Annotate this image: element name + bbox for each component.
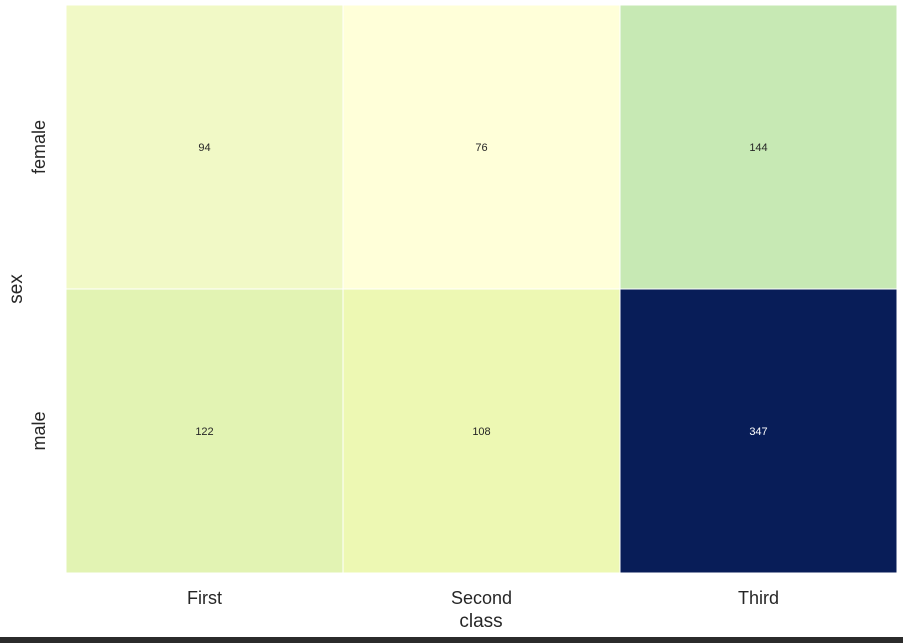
x-tick-labels: First Second Third — [187, 588, 779, 608]
y-tick-label-female: female — [29, 120, 49, 174]
heatmap-cell-male-Third — [619, 288, 898, 574]
heatmap-cells — [65, 4, 898, 574]
window-bottom-edge — [0, 637, 903, 643]
heatmap-cell-male-First — [65, 288, 344, 574]
y-tick-label-male: male — [29, 411, 49, 450]
heatmap-cell-male-Second — [342, 288, 621, 574]
x-tick-label-third: Third — [738, 588, 779, 608]
y-tick-labels: female male — [29, 120, 49, 451]
cell-annotations: 94 76 144 122 108 347 — [195, 142, 767, 438]
cell-value-male-Third: 347 — [749, 426, 767, 438]
heatmap-cell-female-Second — [342, 4, 621, 290]
x-tick-label-first: First — [187, 588, 222, 608]
cell-value-female-Third: 144 — [749, 142, 767, 154]
x-tick-label-second: Second — [451, 588, 512, 608]
x-axis-label: class — [459, 611, 502, 632]
cell-value-male-First: 122 — [195, 426, 213, 438]
cell-value-female-Second: 76 — [475, 142, 487, 154]
heatmap-cell-female-First — [65, 4, 344, 290]
y-axis-label: sex — [6, 274, 27, 304]
cell-value-female-First: 94 — [198, 142, 210, 154]
heatmap-cell-female-Third — [619, 4, 898, 290]
cell-value-male-Second: 108 — [472, 426, 490, 438]
